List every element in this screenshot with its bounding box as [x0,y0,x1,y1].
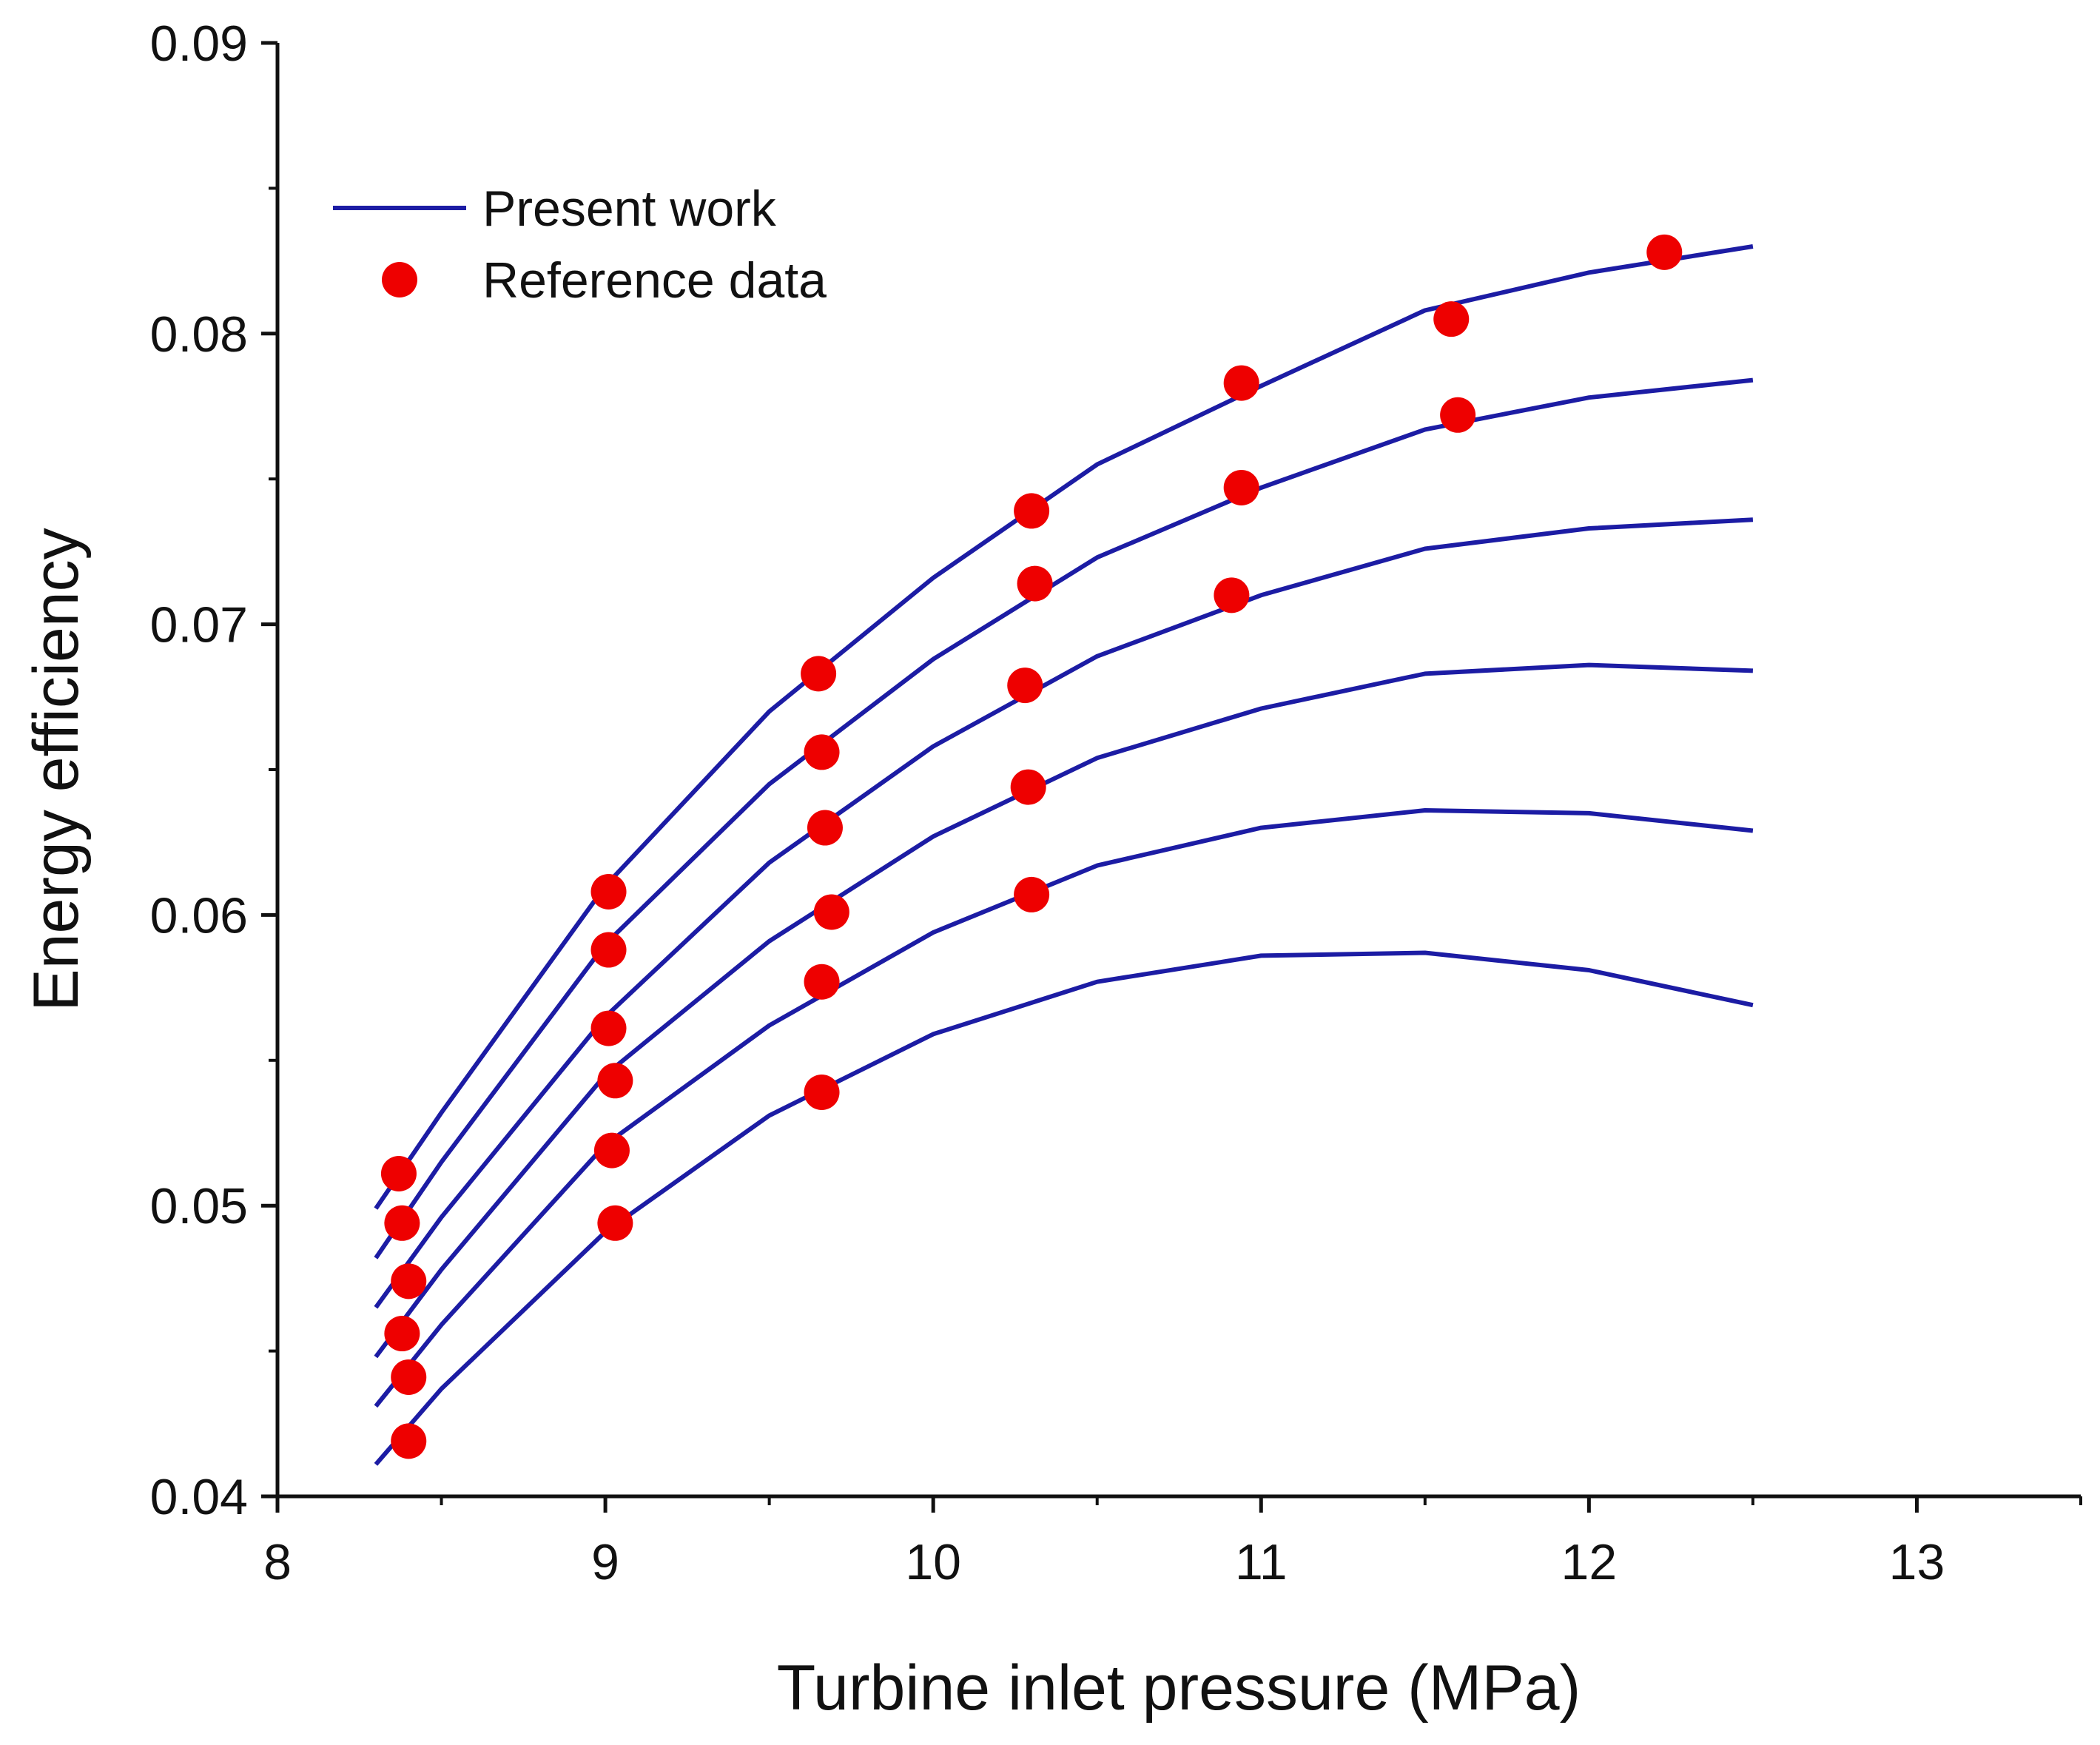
series-lines [374,244,1754,1466]
reference-point [391,1359,427,1395]
reference-point [804,964,840,1000]
series-line-2 [374,377,1754,1260]
x-tick-label: 9 [591,1534,619,1590]
legend-marker-swatch [382,262,417,297]
reference-point [384,1316,420,1352]
reference-point [380,1155,417,1191]
series-line-6 [374,950,1754,1466]
legend: Present work Reference data [333,181,827,309]
reference-point [1014,876,1050,912]
reference-point [590,873,627,910]
reference-point [807,810,843,846]
axes: 8 9 10 11 12 13 0.04 0.05 0.06 0.07 0.08 0.09 [150,16,2082,1590]
reference-point [1440,397,1476,433]
series-line-1 [374,244,1754,1210]
reference-point [804,734,840,770]
x-tick-label: 11 [1235,1534,1288,1590]
reference-point [1214,577,1250,613]
reference-point [1014,493,1050,529]
y-tick-label: 0.08 [150,306,248,363]
y-tick-label: 0.04 [150,1469,248,1525]
series-line-5 [374,808,1754,1408]
x-tick-label: 8 [263,1534,292,1590]
x-tick-label: 12 [1561,1534,1618,1590]
reference-point [597,1063,633,1099]
legend-label-reference-data: Reference data [482,252,827,309]
reference-point [801,656,837,692]
reference-point [1017,565,1053,602]
series-line-3 [374,517,1754,1309]
reference-point [590,932,627,968]
reference-point [391,1263,427,1299]
reference-point [384,1205,420,1241]
reference-point [1007,668,1043,704]
reference-point [1223,365,1259,401]
reference-point [1223,469,1259,505]
reference-point [813,894,849,930]
reference-point [1010,769,1046,805]
reference-point [1433,301,1470,337]
legend-label-present-work: Present work [482,181,777,237]
y-tick-label: 0.05 [150,1178,248,1234]
reference-point [593,1132,630,1169]
reference-point [391,1423,427,1459]
y-axis-title: Energy efficiency [21,528,92,1011]
y-tick-label: 0.09 [150,16,248,72]
x-tick-label: 13 [1889,1534,1945,1590]
y-tick-label: 0.07 [150,597,248,653]
reference-point [1646,234,1683,270]
x-tick-label: 10 [905,1534,961,1590]
x-axis-title: Turbine inlet pressure (MPa) [777,1652,1581,1724]
reference-point [804,1075,840,1111]
reference-point [590,1010,627,1046]
reference-points [380,234,1683,1459]
reference-point [597,1205,633,1241]
y-tick-label: 0.06 [150,887,248,944]
